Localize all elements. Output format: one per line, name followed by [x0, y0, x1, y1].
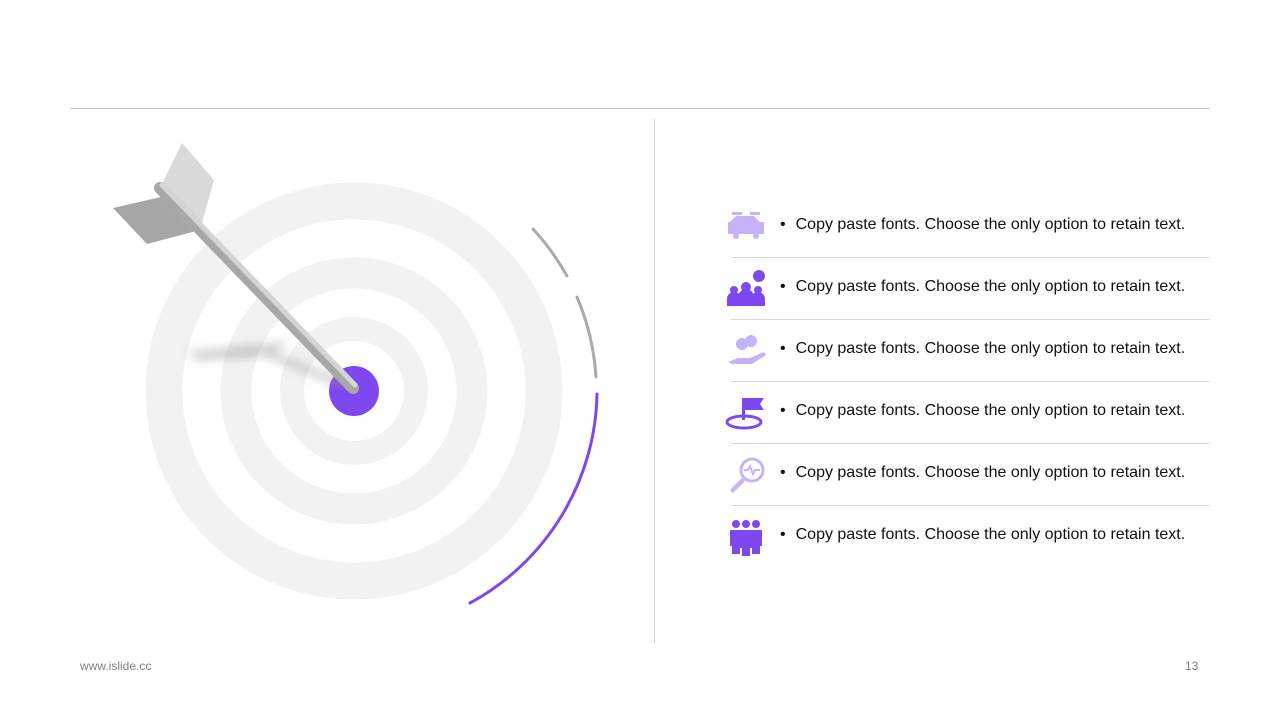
target-illustration — [113, 143, 599, 605]
flag-target-icon — [725, 398, 764, 430]
row-divider — [731, 381, 1210, 382]
page-number: 13 — [1185, 659, 1199, 673]
list-item: Copy paste fonts. Choose the only option… — [720, 382, 1210, 444]
list-item-text: Copy paste fonts. Choose the only option… — [780, 216, 1186, 234]
list-item-text: Copy paste fonts. Choose the only option… — [780, 402, 1186, 420]
list-item: Copy paste fonts. Choose the only option… — [720, 506, 1210, 568]
list-item: Copy paste fonts. Choose the only option… — [720, 196, 1210, 258]
row-divider — [731, 443, 1210, 444]
business-team-icon — [730, 520, 762, 556]
arrow-icon — [113, 143, 359, 394]
row-divider — [731, 257, 1210, 258]
footer-website: www.islide.cc — [80, 659, 152, 673]
column-divider — [654, 119, 655, 643]
hand-coins-icon — [728, 335, 766, 364]
magnifier-pulse-icon — [730, 457, 765, 493]
list-item-text: Copy paste fonts. Choose the only option… — [780, 340, 1186, 358]
list-item: Copy paste fonts. Choose the only option… — [720, 444, 1210, 506]
car-repair-icon — [728, 212, 764, 239]
header-divider — [70, 108, 1210, 109]
row-divider — [731, 319, 1210, 320]
row-divider — [731, 505, 1210, 506]
list-item: Copy paste fonts. Choose the only option… — [720, 320, 1210, 382]
progress-arcs — [468, 227, 599, 605]
arrow-shadow — [185, 340, 347, 389]
list-item: Copy paste fonts. Choose the only option… — [720, 258, 1210, 320]
team-money-icon — [727, 270, 765, 306]
list-item-text: Copy paste fonts. Choose the only option… — [780, 278, 1186, 296]
list-item-text: Copy paste fonts. Choose the only option… — [780, 464, 1186, 482]
target-rings — [145, 182, 563, 600]
list-item-text: Copy paste fonts. Choose the only option… — [780, 526, 1186, 544]
